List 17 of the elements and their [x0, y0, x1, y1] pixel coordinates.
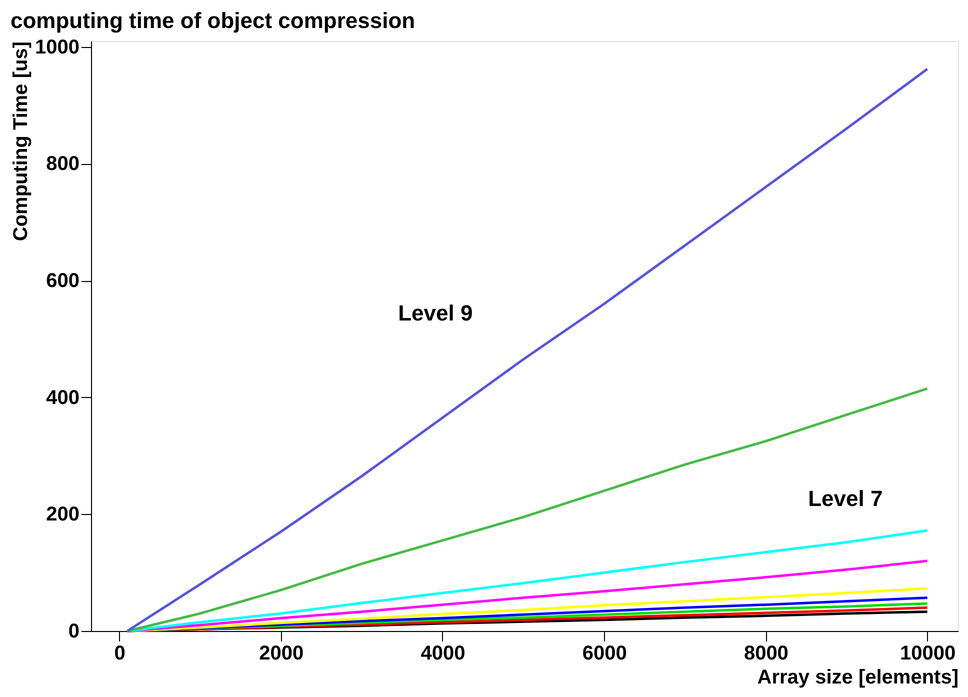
chart-title: computing time of object compression	[10, 8, 416, 33]
x-tick-label: 2000	[259, 642, 304, 664]
y-tick-label: 400	[46, 386, 80, 409]
x-tick-label: 8000	[744, 642, 788, 664]
x-axis-title: Array size [elements]	[757, 666, 958, 688]
y-tick-label: 1000	[35, 36, 80, 58]
y-tick-label: 0	[68, 620, 80, 642]
x-tick-label: 10000	[900, 642, 956, 664]
x-tick-label: 6000	[582, 642, 627, 664]
annotation: Level 7	[808, 486, 883, 512]
x-tick-label: 0	[114, 642, 126, 664]
x-tick-label: 4000	[420, 642, 466, 664]
y-axis-title: Computing Time [us]	[10, 42, 32, 242]
y-tick-label: 600	[46, 270, 80, 292]
annotation: Level 9	[398, 300, 473, 326]
y-tick-label: 800	[46, 153, 80, 176]
y-tick-label: 200	[46, 504, 80, 526]
